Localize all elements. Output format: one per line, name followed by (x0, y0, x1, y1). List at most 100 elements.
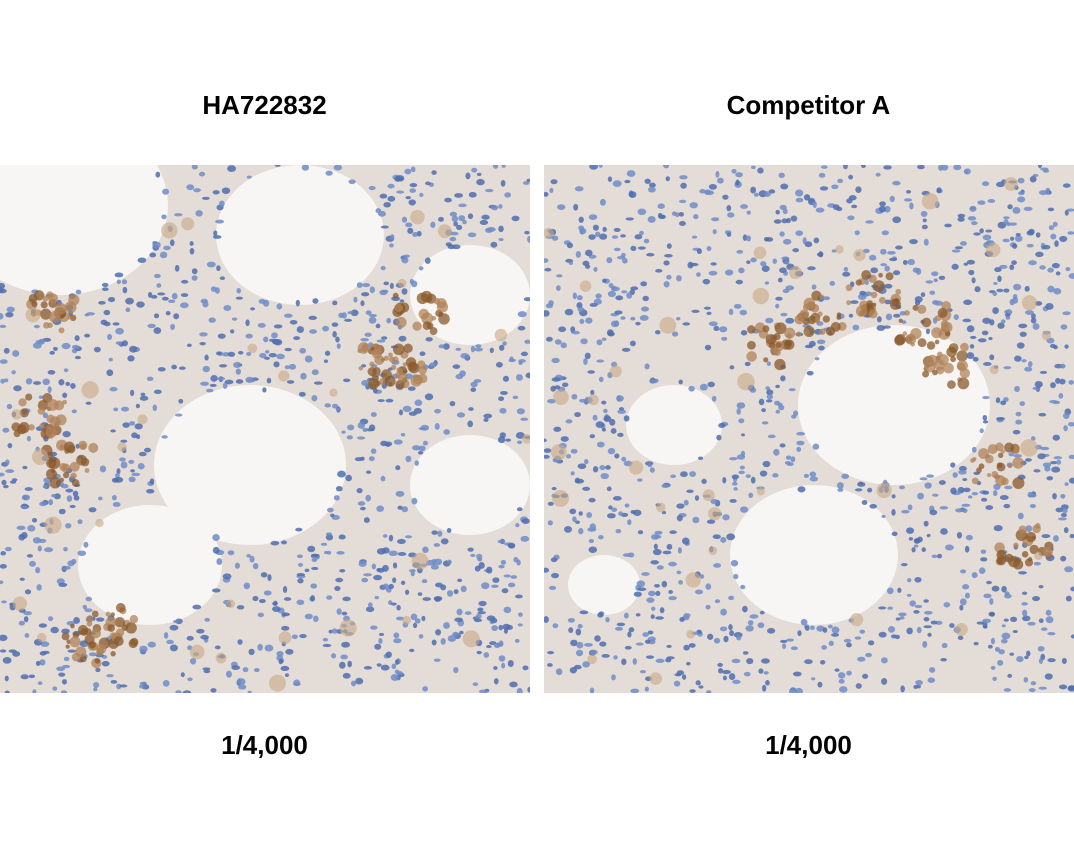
nucleus (926, 533, 931, 538)
nucleus (544, 267, 552, 272)
macrophage (579, 280, 592, 292)
nucleus (981, 181, 990, 187)
nucleus (282, 586, 288, 593)
nucleus (114, 272, 124, 278)
nucleus (596, 441, 605, 448)
dab-stain (371, 348, 382, 359)
dab-stain (868, 309, 878, 319)
nucleus (1022, 591, 1028, 595)
nucleus (1009, 652, 1015, 656)
nucleus (621, 658, 627, 666)
nucleus (471, 167, 478, 173)
nucleus (138, 684, 145, 689)
nucleus (788, 388, 796, 392)
nucleus (887, 606, 894, 610)
nucleus (729, 498, 737, 503)
nucleus (993, 281, 998, 286)
dab-stain (1029, 544, 1039, 555)
nucleus (722, 514, 730, 521)
nucleus (1003, 688, 1012, 692)
nucleus (554, 339, 562, 345)
nucleus (728, 673, 736, 680)
nucleus (637, 208, 647, 216)
dab-stain (921, 317, 932, 328)
nucleus (741, 433, 746, 437)
nucleus (174, 264, 180, 272)
nucleus (1070, 634, 1074, 639)
nucleus (189, 657, 197, 665)
nucleus (678, 580, 683, 585)
nucleus (431, 639, 437, 646)
nucleus (766, 389, 774, 396)
nucleus (280, 540, 288, 545)
nucleus (128, 476, 136, 483)
nucleus (101, 282, 109, 288)
nucleus (1065, 595, 1072, 602)
nucleus (968, 269, 975, 276)
dab-stain (68, 294, 80, 306)
nucleus (785, 317, 795, 324)
nucleus (577, 307, 585, 312)
nucleus (161, 435, 168, 439)
macrophage (25, 307, 41, 323)
dab-stain (774, 358, 786, 371)
nucleus (245, 333, 253, 339)
nucleus (491, 204, 499, 211)
nucleus (422, 440, 428, 446)
nucleus (421, 579, 428, 584)
nucleus (666, 644, 672, 649)
nucleus (402, 405, 412, 413)
nucleus (311, 369, 319, 376)
nucleus (726, 232, 732, 237)
nucleus (403, 254, 410, 258)
nucleus (501, 165, 506, 168)
nucleus (178, 366, 186, 370)
nucleus (18, 533, 26, 541)
nucleus (470, 387, 477, 393)
nucleus (1047, 207, 1055, 212)
nucleus (814, 357, 820, 361)
nucleus (655, 269, 663, 273)
nucleus (971, 492, 979, 496)
nucleus (229, 329, 235, 334)
nucleus (766, 394, 774, 400)
nucleus (929, 290, 936, 295)
nucleus (1018, 571, 1027, 575)
nucleus (1056, 459, 1062, 465)
nucleus (398, 409, 404, 416)
nucleus (438, 216, 444, 222)
nucleus (863, 291, 873, 296)
nucleus (297, 562, 304, 567)
nucleus (493, 666, 498, 670)
nucleus (714, 599, 721, 604)
nucleus (617, 409, 627, 414)
dab-stain (926, 341, 936, 350)
macrophage (189, 644, 205, 660)
macrophage (339, 619, 357, 637)
nucleus (274, 165, 281, 167)
nucleus (870, 267, 879, 274)
nucleus (797, 630, 802, 637)
nucleus (369, 286, 375, 294)
nucleus (304, 355, 313, 363)
nucleus (212, 533, 220, 541)
nucleus (550, 385, 556, 392)
nucleus (350, 680, 357, 687)
macrophage (649, 672, 663, 685)
dab-stain (58, 327, 65, 334)
nucleus (20, 505, 29, 509)
nucleus (29, 560, 36, 567)
macrophage (522, 434, 530, 444)
nucleus (390, 674, 400, 681)
nucleus (62, 565, 71, 570)
dab-stain (991, 471, 999, 478)
nucleus (388, 534, 394, 542)
nucleus (867, 487, 873, 493)
nucleus (1035, 251, 1044, 258)
nucleus (420, 424, 430, 431)
nucleus (153, 327, 162, 334)
nucleus (437, 530, 443, 537)
nucleus (397, 538, 406, 544)
nucleus (272, 606, 281, 613)
nucleus (368, 456, 375, 462)
